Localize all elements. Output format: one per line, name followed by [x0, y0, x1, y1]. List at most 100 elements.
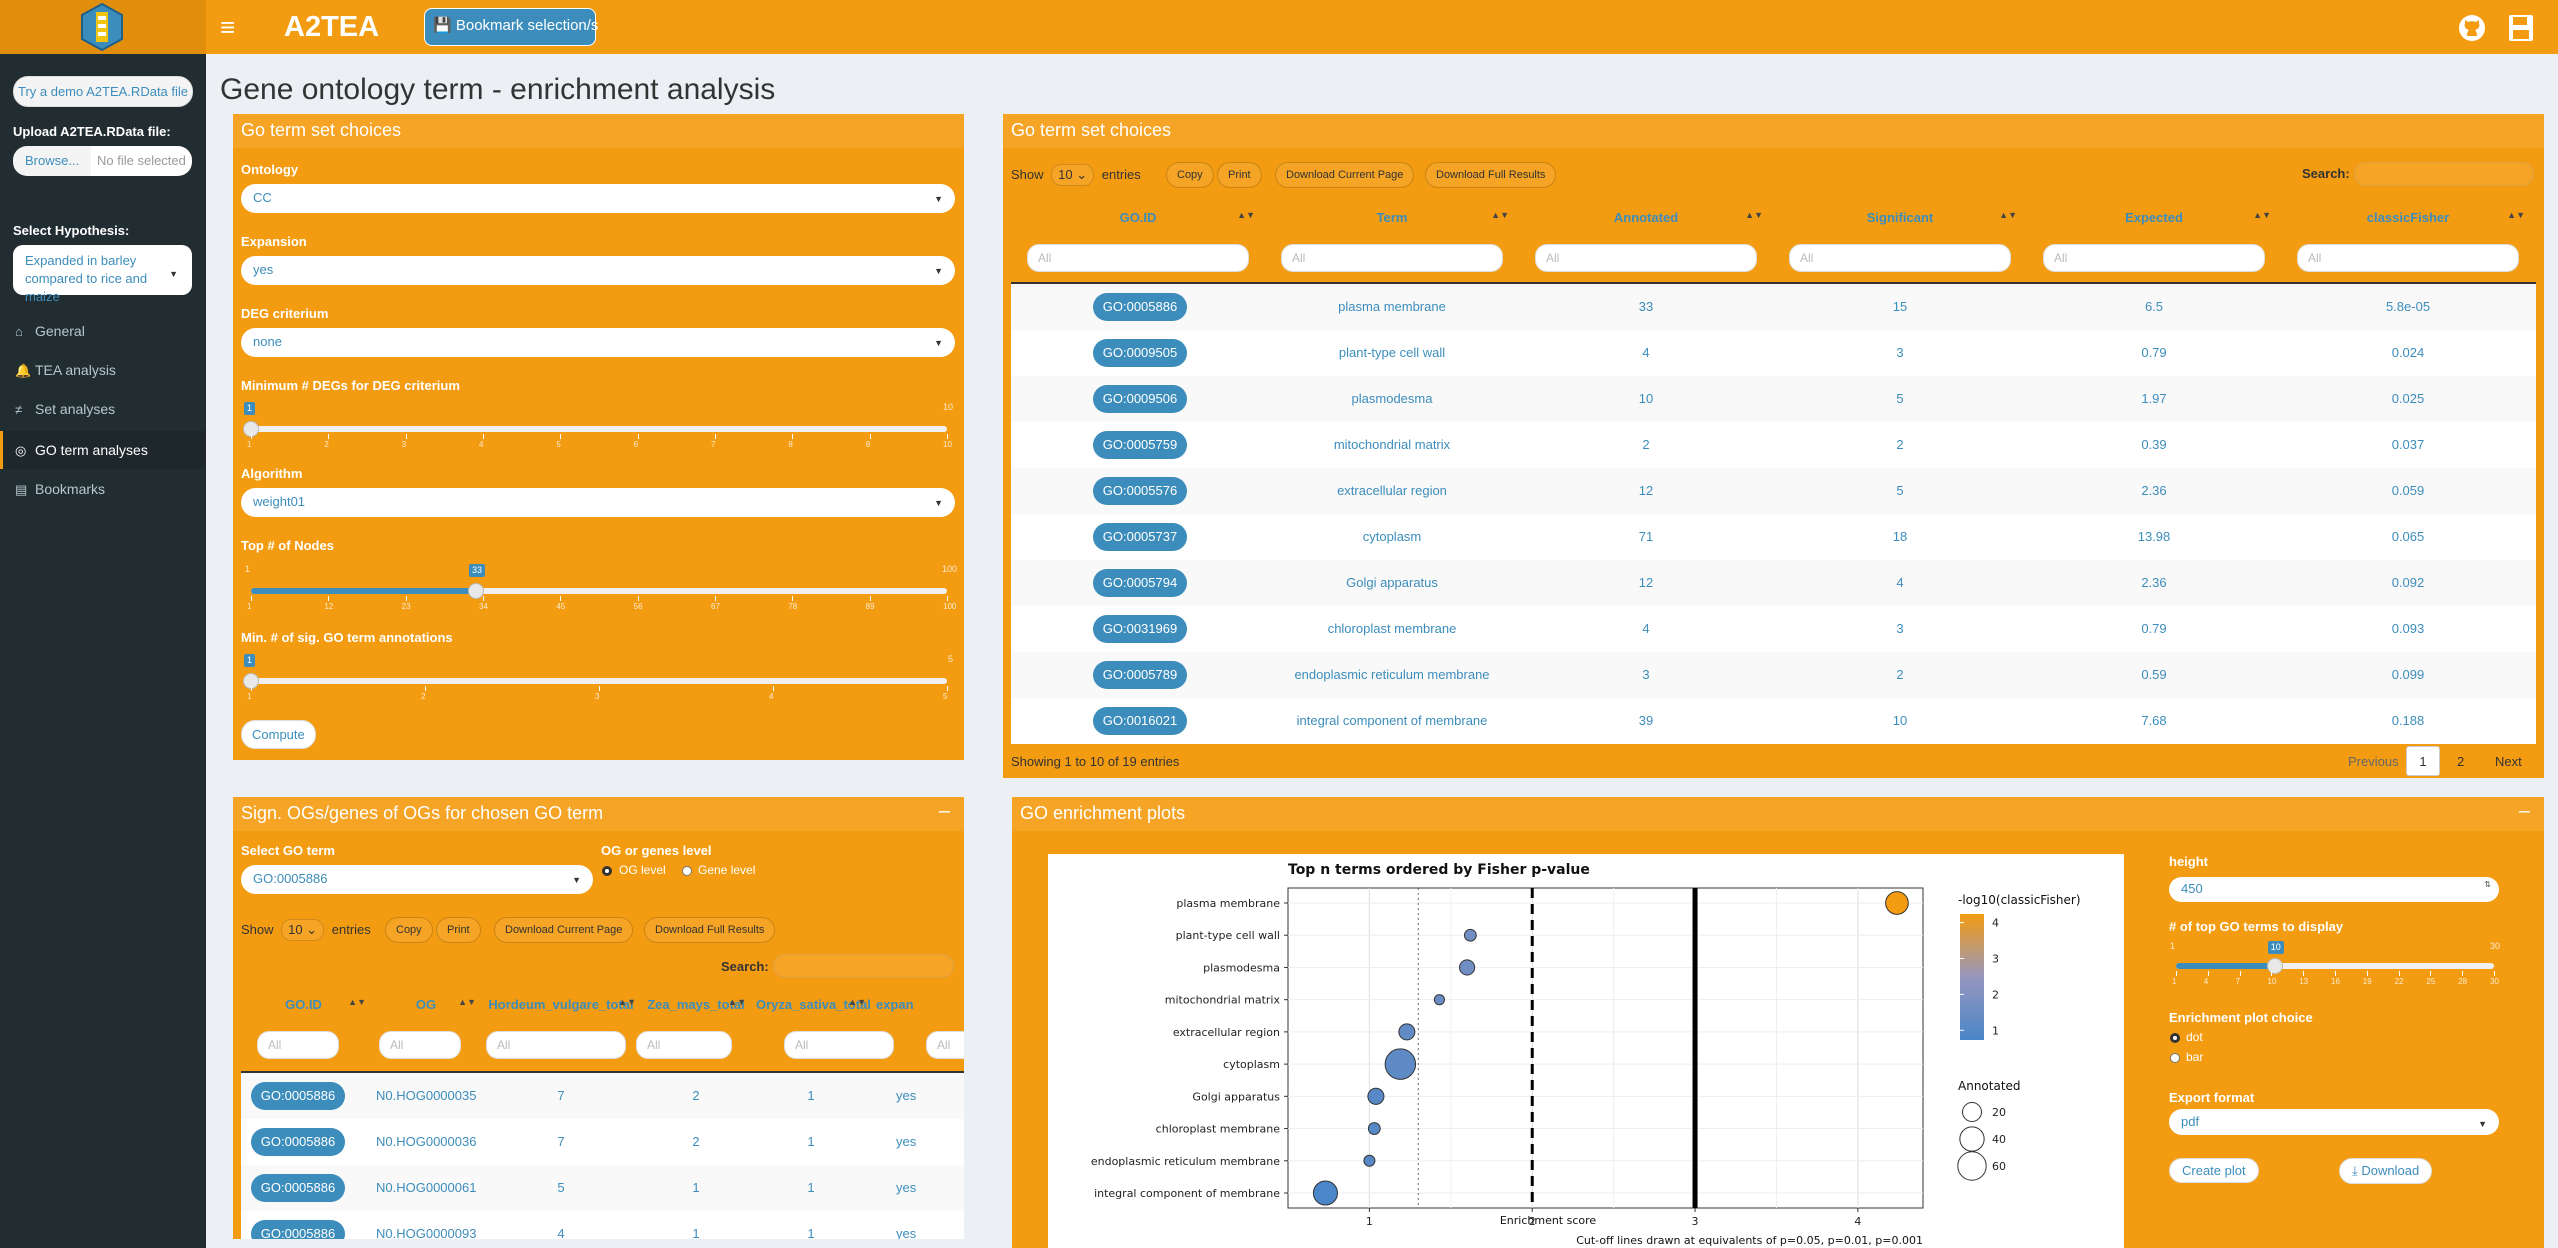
copy-button[interactable]: Copy [385, 917, 433, 943]
go-id-button[interactable]: GO:0005886 [251, 1220, 345, 1239]
save-icon[interactable] [2508, 14, 2534, 42]
col-header-expected[interactable]: Expected ▲▼ [2037, 210, 2271, 225]
download-current-page-button[interactable]: Download Current Page [1275, 162, 1415, 188]
table-row[interactable]: GO:0005886 N0.HOG0000035 7 2 1 yes [241, 1073, 964, 1119]
filter-annotated[interactable]: All [1535, 244, 1757, 272]
algorithm-select[interactable]: weight01 ▼ [241, 488, 955, 517]
table-row[interactable]: GO:0016021 integral component of membrane… [1011, 698, 2536, 744]
col-header-oryza[interactable]: Oryza_sativa_total ▲▼ [756, 997, 871, 1012]
col-header-og[interactable]: OG ▲▼ [376, 997, 476, 1012]
table-row[interactable]: GO:0005886 plasma membrane 33 15 6.5 5.8e-05 [1011, 284, 2536, 330]
slider-handle[interactable] [467, 583, 484, 599]
go-id-button[interactable]: GO:0005886 [251, 1082, 345, 1110]
filter-oryza[interactable]: All [784, 1031, 894, 1059]
filter-expected[interactable]: All [2043, 244, 2265, 272]
go-id-button[interactable]: GO:0005886 [1093, 293, 1187, 321]
go-id-button[interactable]: GO:0009505 [1093, 339, 1187, 367]
go-id-button[interactable]: GO:0005576 [1093, 477, 1187, 505]
filter-term[interactable]: All [1281, 244, 1503, 272]
download-plot-button[interactable]: ⤓ Download [2339, 1158, 2433, 1184]
topn-slider[interactable]: 1 30 10 1 4 7 10 13 16 19 22 25 28 30 [2170, 941, 2500, 986]
sidebar-item-tea-analysis[interactable]: 🔔 TEA analysis [0, 351, 206, 389]
table-row[interactable]: GO:0009506 plasmodesma 10 5 1.97 0.025 [1011, 376, 2536, 422]
bar-radio[interactable] [2170, 1053, 2180, 1063]
length-select[interactable]: 10 ⌄ [281, 919, 325, 941]
col-header-annotated[interactable]: Annotated ▲▼ [1529, 210, 1763, 225]
dot-radio[interactable] [2170, 1033, 2180, 1043]
pagination-next[interactable]: Next [2495, 754, 2522, 769]
filter-og[interactable]: All [379, 1031, 461, 1059]
download-current-page-button[interactable]: Download Current Page [494, 917, 634, 943]
pagination-previous[interactable]: Previous [2348, 754, 2399, 769]
slider-handle[interactable] [2266, 958, 2283, 974]
og-level-radio[interactable] [602, 866, 612, 876]
slider-track[interactable] [251, 588, 947, 594]
search-input[interactable] [2354, 162, 2534, 186]
hypothesis-select[interactable]: Expanded in barley compared to rice and … [13, 245, 192, 304]
download-full-results-button[interactable]: Download Full Results [1425, 162, 1557, 188]
ontology-select[interactable]: CC ▼ [241, 184, 955, 213]
table-row[interactable]: GO:0031969 chloroplast membrane 4 3 0.79 0.09… [1011, 606, 2536, 652]
go-id-button[interactable]: GO:0005886 [251, 1128, 345, 1156]
bookmark-selection-button[interactable]: 💾 Bookmark selection/s [424, 8, 598, 46]
col-header-go-id[interactable]: GO.ID ▲▼ [1021, 210, 1255, 225]
download-full-results-button[interactable]: Download Full Results [644, 917, 776, 943]
go-id-button[interactable]: GO:0005759 [1093, 431, 1187, 459]
filter-hordeum[interactable]: All [486, 1031, 626, 1059]
compute-button[interactable]: Compute [241, 720, 316, 749]
col-header-significant[interactable]: Significant ▲▼ [1783, 210, 2017, 225]
go-id-button[interactable]: GO:0005789 [1093, 661, 1187, 689]
go-id-button[interactable]: GO:0031969 [1093, 615, 1187, 643]
logo-area[interactable] [0, 0, 206, 54]
table-row[interactable]: GO:0005886 N0.HOG0000036 7 2 1 yes [241, 1119, 964, 1165]
create-plot-button[interactable]: Create plot [2169, 1158, 2259, 1183]
sidebar-item-bookmarks[interactable]: ▤ Bookmarks [0, 470, 206, 508]
spinner-icon[interactable]: ⇅ [2484, 880, 2491, 889]
search-input[interactable] [773, 954, 954, 978]
go-id-button[interactable]: GO:0016021 [1093, 707, 1187, 735]
go-term-select[interactable]: GO:0005886 ▼ [241, 865, 593, 894]
try-demo-button[interactable]: Try a demo A2TEA.RData file [13, 76, 193, 107]
pagination-page-1[interactable]: 1 [2406, 746, 2440, 776]
pagination-page-2[interactable]: 2 [2457, 754, 2465, 769]
slider-track[interactable] [251, 678, 947, 684]
slider-track[interactable] [2176, 963, 2494, 969]
length-select[interactable]: 10 ⌄ [1051, 164, 1095, 186]
sidebar-toggle-icon[interactable]: ≡ [220, 12, 236, 42]
table-row[interactable]: GO:0005737 cytoplasm 71 18 13.98 0.065 [1011, 514, 2536, 560]
col-header-go-id[interactable]: GO.ID ▲▼ [241, 997, 366, 1012]
col-header-term[interactable]: Term ▲▼ [1275, 210, 1509, 225]
top-nodes-slider[interactable]: 1 100 33 1 12 23 34 45 56 67 78 89 100 [245, 564, 957, 614]
go-id-button[interactable]: GO:0009506 [1093, 385, 1187, 413]
col-header-classicfisher[interactable]: classicFisher ▲▼ [2291, 210, 2525, 225]
gene-level-radio[interactable] [682, 866, 692, 876]
slider-track[interactable] [251, 426, 947, 432]
filter-zea[interactable]: All [636, 1031, 732, 1059]
table-row[interactable]: GO:0005886 N0.HOG0000093 4 1 1 yes [241, 1211, 964, 1239]
sidebar-item-general[interactable]: ⌂ General [0, 312, 206, 350]
filter-go-id[interactable]: All [257, 1031, 339, 1059]
table-row[interactable]: GO:0009505 plant-type cell wall 4 3 0.79 0.02… [1011, 330, 2536, 376]
table-row[interactable]: GO:0005789 endoplasmic reticulum membrane… [1011, 652, 2536, 698]
sidebar-item-go-term-analyses[interactable]: ◎ GO term analyses [0, 431, 206, 469]
print-button[interactable]: Print [436, 917, 481, 943]
sidebar-item-set-analyses[interactable]: ≠ Set analyses [0, 390, 206, 428]
expansion-select[interactable]: yes ▼ [241, 256, 955, 285]
go-id-button[interactable]: GO:0005737 [1093, 523, 1187, 551]
table-row[interactable]: GO:0005886 N0.HOG0000061 5 1 1 yes [241, 1165, 964, 1211]
filter-expansion[interactable]: All [926, 1031, 964, 1059]
minimize-icon[interactable]: – [2518, 800, 2530, 822]
go-id-button[interactable]: GO:0005886 [251, 1174, 345, 1202]
copy-button[interactable]: Copy [1166, 162, 1214, 188]
go-id-button[interactable]: GO:0005794 [1093, 569, 1187, 597]
height-input[interactable]: 450 ⇅ [2169, 877, 2499, 902]
table-row[interactable]: GO:0005759 mitochondrial matrix 2 2 0.39 0.03… [1011, 422, 2536, 468]
filter-classicfisher[interactable]: All [2297, 244, 2519, 272]
minimize-icon[interactable]: – [938, 800, 950, 822]
col-header-hordeum[interactable]: Hordeum_vulgare_total ▲▼ [486, 997, 636, 1012]
github-icon[interactable] [2458, 14, 2486, 42]
filter-go-id[interactable]: All [1027, 244, 1249, 272]
table-row[interactable]: GO:0005576 extracellular region 12 5 2.36 0.0… [1011, 468, 2536, 514]
